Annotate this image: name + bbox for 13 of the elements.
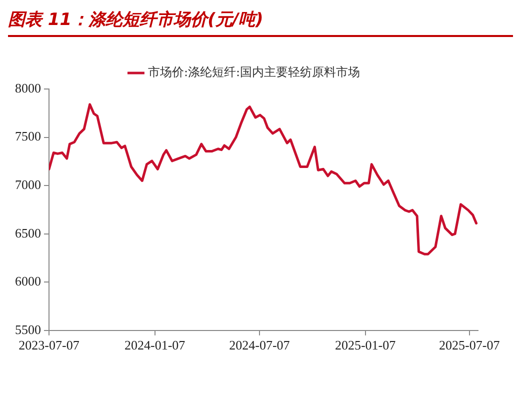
y-tick-label: 5500 <box>15 322 41 337</box>
x-tick-label: 2025-01-07 <box>334 338 396 353</box>
x-tick-label: 2024-01-07 <box>124 338 186 353</box>
legend-label: 市场价:涤纶短纤:国内主要轻纺原料市场 <box>148 65 360 80</box>
chart-title: 图表 11：涤纶短纤市场价(元/吨) <box>8 8 513 37</box>
x-tick-label: 2024-07-07 <box>229 338 290 353</box>
y-tick-label: 6500 <box>15 225 41 240</box>
x-tick-label: 2025-07-07 <box>439 338 500 353</box>
y-tick-label: 7500 <box>15 128 41 144</box>
y-tick-label: 8000 <box>15 80 41 96</box>
y-tick-label: 6000 <box>15 274 41 289</box>
x-tick-label: 2023-07-07 <box>18 338 80 353</box>
y-tick-label: 7000 <box>15 176 41 192</box>
